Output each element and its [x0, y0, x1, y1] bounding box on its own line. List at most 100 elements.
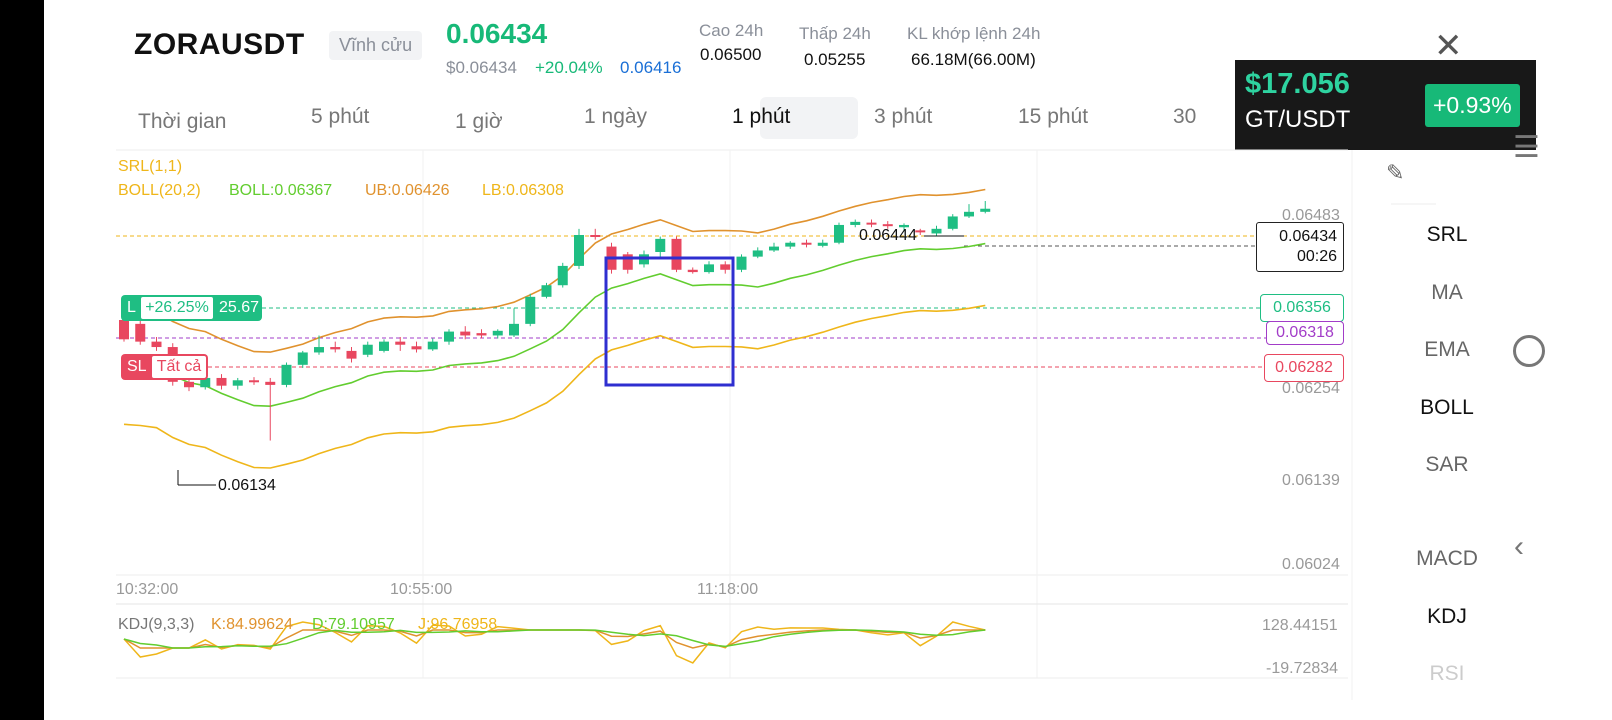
symbol-title[interactable]: ZORAUSDT	[134, 28, 305, 61]
candle	[281, 364, 292, 385]
candle	[184, 381, 194, 388]
tab-time[interactable]: Thời gian	[138, 110, 227, 133]
candle	[671, 238, 682, 270]
candle	[899, 224, 909, 228]
boll-mid: BOLL:0.06367	[229, 182, 333, 199]
high-marker: 0.06444	[859, 227, 917, 244]
boll-lb: LB:0.06308	[482, 182, 564, 199]
back-icon[interactable]: ‹	[1514, 530, 1524, 563]
indicator-kdj[interactable]: KDJ	[1427, 605, 1467, 628]
candle	[151, 341, 162, 348]
candle	[980, 208, 991, 212]
countdown: 00:26	[1296, 248, 1337, 265]
kdj-params: KDJ(9,3,3)	[118, 616, 195, 633]
indicator-rsi[interactable]: RSI	[1429, 662, 1465, 685]
selection-box	[604, 256, 735, 387]
candle	[752, 250, 763, 257]
pencil-icon[interactable]: ✎	[1386, 160, 1405, 185]
boll-upper-line	[123, 188, 986, 353]
boll-params: BOLL(20,2)	[118, 182, 201, 199]
entry-price-tag: 0.06356	[1260, 294, 1344, 322]
candle	[476, 333, 487, 336]
candle	[915, 230, 926, 233]
boll-mid-line	[123, 242, 986, 408]
candle	[866, 222, 877, 225]
long-label: L	[127, 299, 136, 316]
ad-pair: GT/USDT	[1245, 106, 1351, 133]
candle	[509, 323, 519, 336]
kdj-j: J:96.76958	[418, 616, 498, 633]
indicator-srl[interactable]: SRL	[1426, 223, 1468, 246]
candle	[525, 296, 536, 324]
ad-change: +0.93%	[1425, 84, 1520, 127]
contract-badge: Vĩnh cửu	[329, 31, 423, 60]
candle	[492, 330, 503, 336]
tab-15m[interactable]: 15 phút	[1018, 105, 1089, 128]
ad-banner[interactable]: $17.056 GT/USDT +0.93%	[1235, 60, 1536, 150]
current-price: 0.06434	[1279, 228, 1337, 245]
low-24h-label: Thấp 24h	[799, 24, 871, 43]
stop-loss-tag[interactable]: SL Tất cả	[121, 354, 208, 380]
low-marker: 0.06134	[218, 477, 276, 494]
sl-scope: Tất cả	[152, 356, 206, 378]
volume-24h-label: KL khớp lệnh 24h	[907, 24, 1041, 43]
y-tick: 0.06024	[1282, 556, 1340, 573]
candle	[346, 350, 357, 359]
candle	[314, 347, 324, 353]
candle	[395, 341, 406, 345]
candle	[379, 341, 389, 351]
candle	[427, 341, 438, 350]
candle	[135, 323, 146, 342]
candle	[460, 331, 471, 336]
long-position-tag[interactable]: L +26.25% 25.67	[121, 295, 262, 321]
candle	[249, 380, 259, 383]
x-tick: 10:32:00	[116, 581, 179, 598]
candle	[622, 254, 633, 270]
candle	[785, 242, 796, 247]
y-tick: 0.06139	[1282, 472, 1340, 489]
volume-24h-value: 66.18M(66.00M)	[911, 50, 1036, 69]
candle	[444, 331, 454, 342]
candle	[720, 264, 731, 270]
long-pnl: +26.25%	[141, 297, 213, 319]
long-size: 25.67	[219, 299, 260, 316]
tab-1h[interactable]: 1 giờ	[455, 110, 503, 133]
candle	[557, 265, 568, 286]
high-24h-label: Cao 24h	[699, 21, 764, 40]
candle	[931, 228, 942, 234]
y-tick: 0.06254	[1282, 380, 1340, 397]
candlestick-chart[interactable]	[44, 0, 1612, 720]
home-icon[interactable]	[1513, 335, 1545, 367]
tab-30m[interactable]: 30	[1173, 105, 1197, 128]
indicator-macd[interactable]: MACD	[1416, 547, 1478, 570]
close-icon[interactable]: ✕	[1434, 27, 1463, 65]
candle	[655, 238, 666, 252]
kdj-lines	[123, 621, 986, 664]
candle	[769, 246, 779, 251]
low-24h-value: 0.05255	[804, 50, 866, 69]
boll-ub: UB:0.06426	[365, 182, 450, 199]
srl-legend: SRL(1,1)	[118, 158, 183, 175]
tab-5m[interactable]: 5 phút	[311, 105, 370, 128]
price-change: +20.04%	[535, 58, 603, 77]
tab-3m[interactable]: 3 phút	[874, 105, 933, 128]
candle	[265, 381, 276, 385]
indicator-sar[interactable]: SAR	[1425, 453, 1469, 476]
candle	[200, 377, 211, 388]
tab-1m[interactable]: 1 phút	[732, 105, 791, 128]
candle	[330, 347, 341, 350]
boll-lower-line	[123, 304, 986, 469]
candle	[947, 216, 958, 229]
candle	[736, 256, 747, 270]
candle	[801, 242, 812, 245]
indicator-ema[interactable]: EMA	[1424, 338, 1470, 361]
indicator-boll[interactable]: BOLL	[1420, 396, 1474, 419]
tab-1d[interactable]: 1 ngày	[584, 105, 648, 128]
candle	[119, 320, 129, 340]
kdj-tick-bottom: -19.72834	[1266, 660, 1339, 677]
candle	[817, 242, 828, 246]
sl-label: SL	[127, 358, 147, 375]
indicator-ma[interactable]: MA	[1431, 281, 1463, 304]
menu-icon[interactable]: ☰	[1513, 131, 1540, 164]
last-price: 0.06434	[446, 18, 548, 49]
